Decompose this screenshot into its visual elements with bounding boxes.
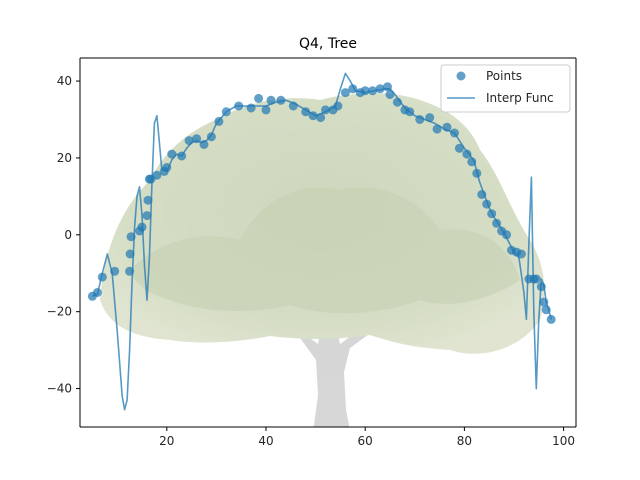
axes-frame: [79, 57, 577, 428]
data-point: [254, 93, 264, 103]
data-point: [301, 107, 311, 117]
legend-label-points: Points: [486, 69, 522, 83]
data-point: [516, 249, 526, 259]
data-point: [467, 157, 477, 167]
x-tick-label: 100: [552, 434, 575, 448]
data-point: [125, 249, 135, 259]
data-point: [184, 136, 194, 146]
data-point: [450, 128, 459, 138]
data-point: [360, 86, 370, 96]
data-point: [177, 151, 187, 161]
data-point: [199, 140, 209, 149]
data-point: [333, 101, 343, 111]
data-point: [405, 107, 415, 117]
data-point: [502, 230, 512, 240]
data-point: [492, 218, 502, 228]
data-point: [541, 305, 551, 315]
y-tick-label: 0: [64, 228, 72, 242]
x-tick-label: 80: [457, 434, 472, 448]
data-point: [482, 199, 492, 209]
data-point: [97, 272, 107, 282]
data-point: [92, 288, 102, 297]
data-point: [221, 107, 231, 117]
data-point: [462, 149, 472, 159]
legend-label-interp-func: Interp Func: [486, 91, 554, 105]
data-point: [368, 86, 378, 96]
data-point: [392, 97, 402, 107]
y-tick-label: 40: [57, 74, 72, 88]
data-point: [162, 163, 172, 172]
x-tick-label: 40: [258, 434, 273, 448]
data-point: [432, 124, 442, 134]
data-point: [110, 266, 120, 276]
data-point: [126, 232, 136, 242]
data-point: [137, 222, 147, 232]
data-point: [340, 88, 350, 98]
x-tick-label: 60: [358, 434, 373, 448]
legend: Points Interp Func: [440, 64, 571, 113]
data-point: [321, 105, 330, 115]
x-axis-ticks: 20 40 60 80 100: [159, 427, 575, 448]
data-point: [266, 95, 276, 105]
x-tick-label: 20: [159, 434, 174, 448]
data-point: [167, 149, 177, 159]
data-point: [415, 115, 425, 124]
y-tick-label: −40: [47, 382, 72, 396]
data-point: [152, 170, 162, 180]
data-point: [487, 209, 497, 219]
data-point: [536, 282, 546, 292]
data-point: [142, 211, 152, 221]
data-point: [206, 132, 216, 142]
y-tick-label: −20: [47, 305, 72, 319]
data-point: [546, 314, 556, 324]
data-point: [477, 190, 487, 199]
data-point: [316, 113, 326, 123]
data-point: [442, 122, 452, 132]
data-point: [539, 297, 549, 307]
chart-title: Q4, Tree: [299, 36, 357, 52]
series-points: [87, 82, 556, 324]
legend-box: [440, 64, 571, 113]
y-axis-ticks: −40 −20 0 20 40: [47, 74, 80, 396]
tree-background-image: [100, 93, 545, 427]
data-point: [143, 195, 153, 205]
data-point: [375, 84, 385, 94]
data-point: [261, 105, 271, 115]
y-tick-label: 20: [57, 151, 72, 165]
data-point: [425, 113, 435, 123]
data-point: [308, 111, 318, 121]
data-point: [192, 134, 202, 144]
data-point: [531, 274, 541, 284]
data-point: [383, 82, 392, 92]
data-point: [214, 116, 224, 126]
data-point: [276, 95, 286, 105]
data-point: [348, 84, 358, 94]
data-point: [454, 143, 464, 153]
data-point: [234, 101, 244, 111]
data-point: [125, 266, 135, 276]
data-point: [472, 168, 482, 178]
legend-marker-points: [456, 71, 466, 81]
data-point: [246, 103, 256, 113]
data-point: [385, 90, 395, 99]
data-point: [288, 101, 298, 111]
